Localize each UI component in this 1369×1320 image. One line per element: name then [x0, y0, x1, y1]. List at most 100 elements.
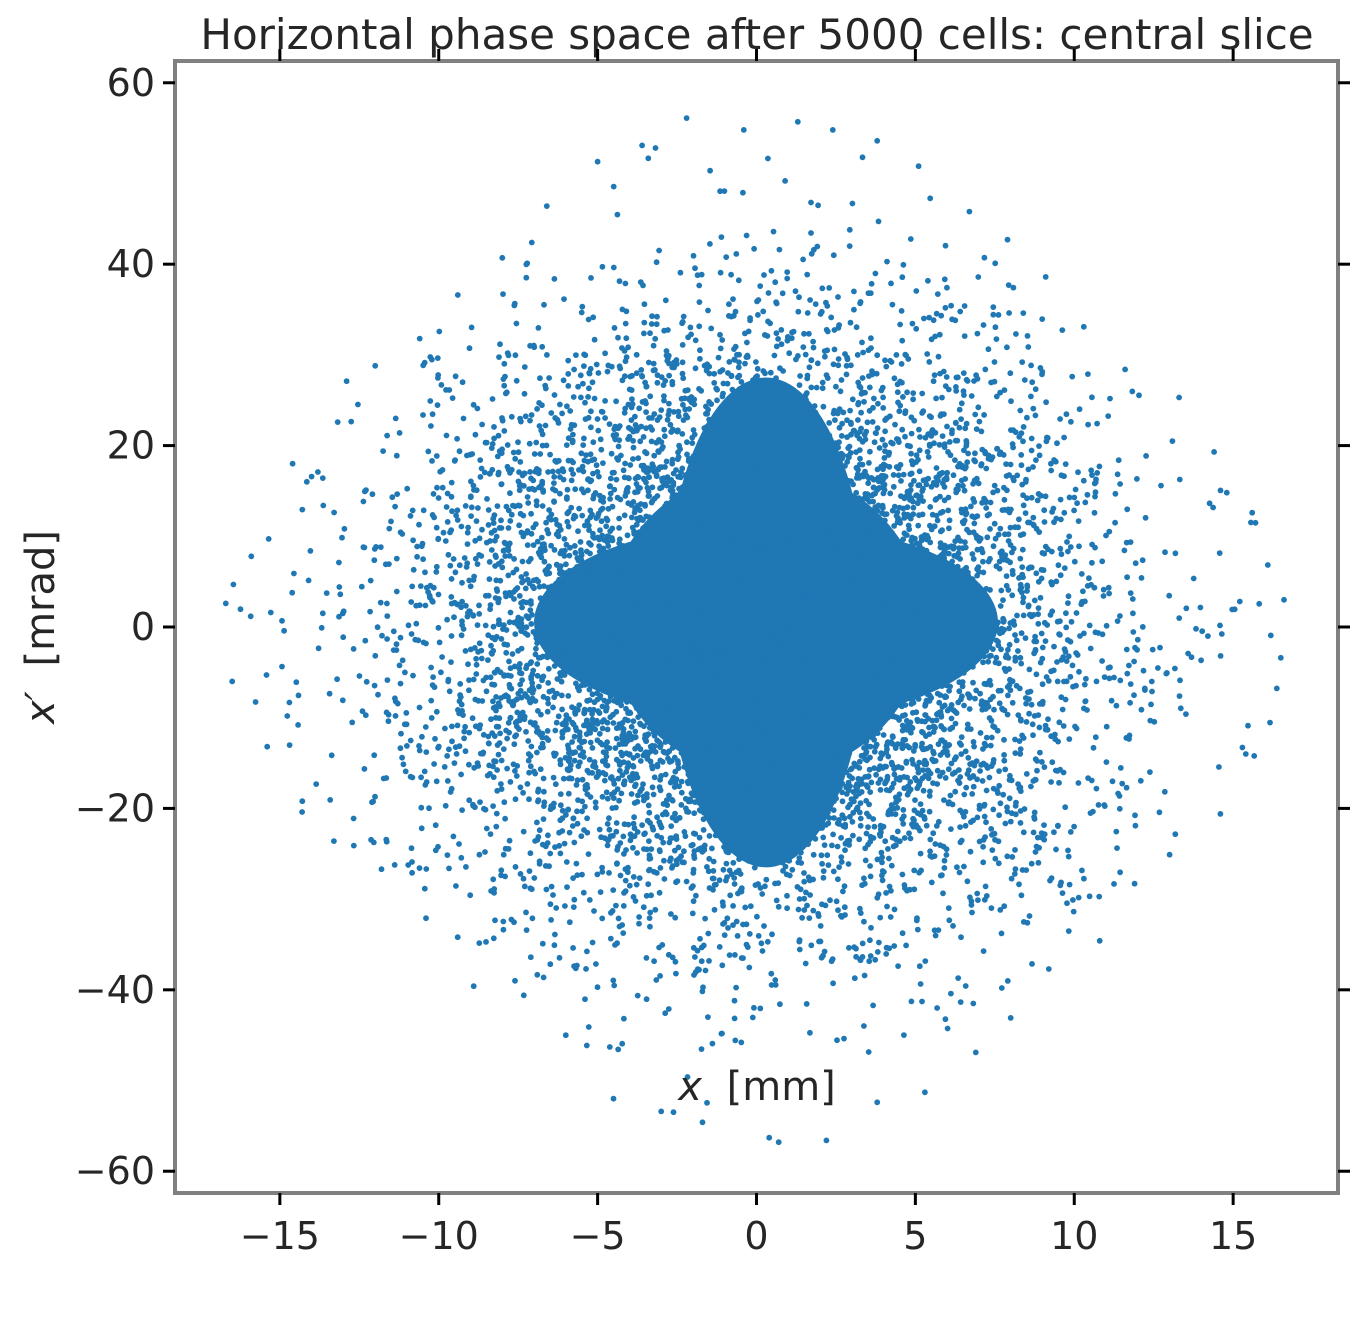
scatter-point [392, 713, 399, 719]
scatter-point [982, 366, 989, 373]
scatter-point [944, 423, 950, 430]
scatter-point [730, 780, 737, 787]
scatter-point [384, 636, 390, 642]
scatter-point [444, 490, 451, 497]
scatter-point [461, 555, 468, 561]
scatter-point [994, 445, 1001, 452]
scatter-point [548, 917, 554, 923]
scatter-point [666, 372, 672, 379]
scatter-point [551, 276, 558, 282]
scatter-point [1005, 646, 1011, 653]
scatter-point [590, 314, 597, 321]
scatter-point [738, 1039, 745, 1046]
scatter-point [399, 754, 405, 761]
scatter-point [527, 469, 533, 475]
scatter-point [620, 833, 627, 840]
scatter-point [995, 687, 1002, 694]
scatter-point [786, 846, 793, 853]
scatter-point [512, 631, 519, 637]
scatter-point [718, 607, 724, 614]
scatter-point [832, 417, 838, 423]
scatter-point [498, 786, 505, 792]
scatter-point [645, 155, 652, 162]
scatter-point [545, 737, 552, 743]
scatter-point [816, 550, 823, 557]
scatter-point [840, 588, 847, 594]
scatter-point [541, 799, 548, 806]
scatter-point [840, 888, 846, 895]
scatter-point [985, 346, 992, 353]
scatter-point [1034, 834, 1041, 841]
scatter-point [611, 325, 618, 331]
scatter-point [714, 769, 720, 776]
scatter-point [410, 672, 416, 679]
scatter-point [1138, 575, 1145, 581]
scatter-point [723, 877, 729, 884]
scatter-point [782, 178, 788, 184]
scatter-point [658, 694, 665, 701]
scatter-point [981, 813, 988, 820]
scatter-point [915, 456, 921, 463]
scatter-point [908, 430, 915, 437]
scatter-point [664, 416, 671, 423]
scatter-point [565, 806, 572, 813]
scatter-point [478, 553, 485, 559]
scatter-point [331, 509, 337, 516]
scatter-point [473, 518, 480, 524]
scatter-point [284, 713, 291, 719]
scatter-point [466, 687, 472, 694]
scatter-point [696, 834, 703, 841]
scatter-point [448, 785, 455, 792]
scatter-point [443, 504, 450, 510]
scatter-point [808, 199, 814, 206]
scatter-point [565, 371, 572, 377]
scatter-point [1041, 507, 1048, 514]
scatter-point [720, 866, 727, 873]
scatter-point [810, 907, 817, 914]
scatter-point [1084, 707, 1090, 713]
scatter-point [487, 831, 494, 837]
scatter-point [784, 892, 790, 899]
scatter-point [1075, 780, 1082, 786]
scatter-point [436, 328, 443, 335]
scatter-point [583, 966, 589, 972]
scatter-point [409, 869, 415, 876]
scatter-point [1049, 608, 1056, 615]
scatter-point [688, 790, 695, 797]
scatter-point [666, 759, 673, 765]
scatter-point [307, 548, 314, 554]
scatter-point [916, 468, 923, 475]
scatter-point [561, 840, 568, 847]
scatter-point [1023, 700, 1029, 707]
scatter-point [477, 457, 484, 463]
scatter-point [678, 778, 685, 785]
scatter-point [453, 883, 459, 889]
scatter-point [458, 771, 464, 778]
scatter-point [965, 616, 972, 622]
scatter-point [939, 394, 945, 401]
scatter-point [1157, 644, 1163, 651]
scatter-point [898, 361, 905, 367]
scatter-point [845, 861, 852, 867]
scatter-point [1140, 667, 1147, 674]
scatter-point [593, 462, 600, 469]
scatter-point [1114, 471, 1121, 478]
scatter-point [945, 550, 952, 557]
scatter-point [819, 825, 825, 831]
scatter-point [939, 433, 946, 439]
scatter-point [676, 783, 682, 790]
scatter-point [1132, 560, 1139, 567]
scatter-point [780, 444, 787, 451]
scatter-point [661, 857, 667, 864]
scatter-point [865, 773, 872, 780]
scatter-point [1083, 675, 1089, 682]
scatter-point [441, 764, 448, 770]
scatter-point [979, 499, 985, 506]
scatter-point [1075, 469, 1081, 476]
scatter-point [727, 692, 734, 699]
scatter-point [718, 730, 724, 737]
scatter-point [853, 489, 860, 496]
scatter-point [1032, 412, 1039, 419]
scatter-point [607, 475, 614, 482]
scatter-point [525, 738, 532, 744]
